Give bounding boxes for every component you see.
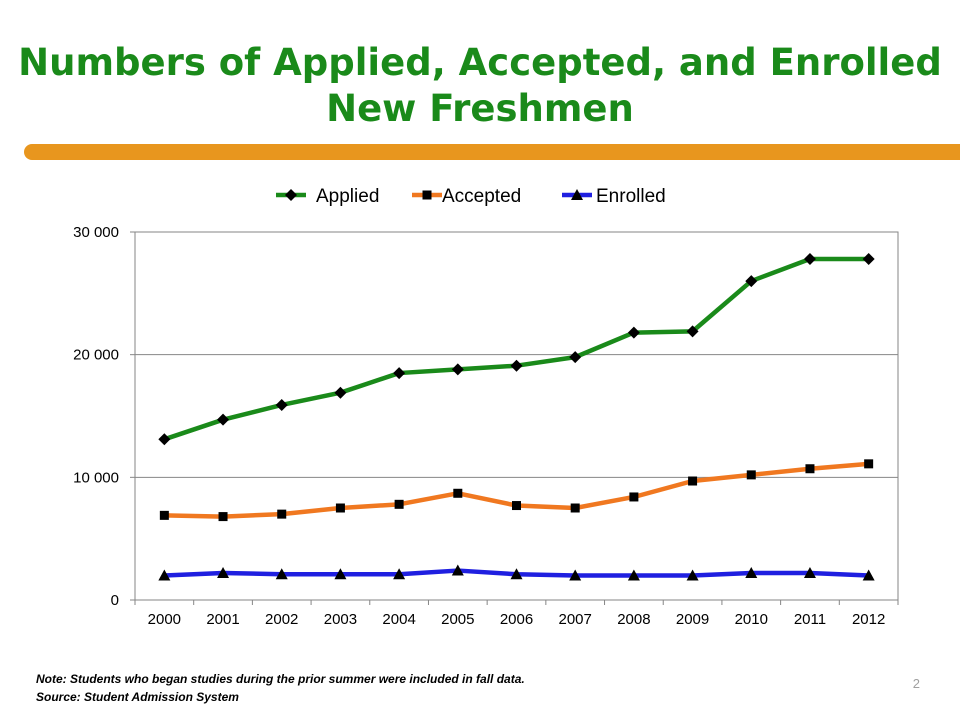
plot-area <box>134 231 899 601</box>
data-point-enrolled <box>686 569 699 581</box>
data-point-applied <box>803 252 816 265</box>
legend-marker-accepted <box>422 190 432 200</box>
x-tick-label: 2009 <box>676 611 709 628</box>
data-point-accepted <box>512 501 521 511</box>
x-tick-label: 2008 <box>617 611 650 628</box>
data-point-accepted <box>746 470 756 480</box>
data-point-accepted <box>864 459 874 469</box>
data-point-enrolled <box>569 569 582 581</box>
data-point-enrolled <box>803 567 816 579</box>
x-tick-label: 2003 <box>324 611 357 628</box>
data-point-enrolled <box>275 568 288 580</box>
data-point-accepted <box>218 512 228 522</box>
page-number: 2 <box>912 676 920 691</box>
data-point-enrolled <box>217 567 230 579</box>
x-tick-label: 2010 <box>735 611 768 628</box>
y-tick-label: 30 000 <box>73 224 119 241</box>
legend-marker-enrolled <box>571 189 583 200</box>
data-point-enrolled <box>393 568 406 580</box>
data-point-enrolled <box>862 569 875 581</box>
footnote: Note: Students who began studies during … <box>36 670 525 706</box>
data-point-accepted <box>277 509 287 519</box>
data-point-applied <box>275 398 288 411</box>
x-tick-label: 2000 <box>148 611 181 628</box>
data-point-accepted <box>805 464 815 474</box>
source-text: Source: Student Admission System <box>36 690 239 704</box>
slide-title-line1: Numbers of Applied, Accepted, and Enroll… <box>18 41 942 84</box>
x-tick-label: 2012 <box>852 611 885 628</box>
slide-title-line2: New Freshmen <box>326 87 634 130</box>
title-accent-bar <box>24 144 960 160</box>
data-point-accepted <box>335 503 345 513</box>
x-tick-label: 2005 <box>441 611 474 628</box>
data-point-applied <box>686 325 699 338</box>
x-tick-label: 2007 <box>559 611 592 628</box>
data-point-accepted <box>629 492 639 502</box>
data-point-accepted <box>159 510 169 520</box>
data-point-enrolled <box>510 568 523 580</box>
legend-label-enrolled: Enrolled <box>596 186 666 207</box>
data-point-enrolled <box>451 564 464 576</box>
series-line-applied <box>163 256 869 442</box>
legend-label-applied: Applied <box>316 186 379 207</box>
data-point-applied <box>217 413 230 426</box>
data-point-applied <box>393 367 406 380</box>
x-tick-label: 2011 <box>794 611 826 628</box>
y-tick-label: 20 000 <box>73 347 119 364</box>
data-point-accepted <box>394 499 404 509</box>
legend-marker-applied <box>285 189 297 201</box>
data-point-applied <box>569 351 582 364</box>
y-tick-label: 0 <box>111 592 119 609</box>
data-point-applied <box>451 363 464 376</box>
data-point-applied <box>862 252 875 265</box>
data-point-accepted <box>453 488 463 498</box>
data-point-enrolled <box>158 569 171 581</box>
x-tick-label: 2004 <box>382 611 415 628</box>
data-point-accepted <box>570 503 580 513</box>
slide-title: Numbers of Applied, Accepted, and Enroll… <box>0 40 960 132</box>
data-point-applied <box>510 359 523 372</box>
y-tick-label: 10 000 <box>73 469 119 486</box>
data-point-applied <box>627 326 640 339</box>
x-tick-label: 2006 <box>500 611 533 628</box>
note-text: Note: Students who began studies during … <box>36 672 525 686</box>
legend-label-accepted: Accepted <box>442 186 521 207</box>
data-point-enrolled <box>745 567 758 579</box>
data-point-applied <box>745 275 758 288</box>
data-point-accepted <box>688 476 698 486</box>
x-tick-label: 2002 <box>265 611 298 628</box>
x-tick-label: 2001 <box>206 611 239 628</box>
data-point-applied <box>158 433 171 446</box>
line-chart: 0 10 000 20 000 30 000 2000 2001 2002 2003 2004 2… <box>73 186 899 628</box>
data-point-enrolled <box>627 569 640 581</box>
data-point-applied <box>334 386 347 399</box>
data-point-enrolled <box>334 568 347 580</box>
